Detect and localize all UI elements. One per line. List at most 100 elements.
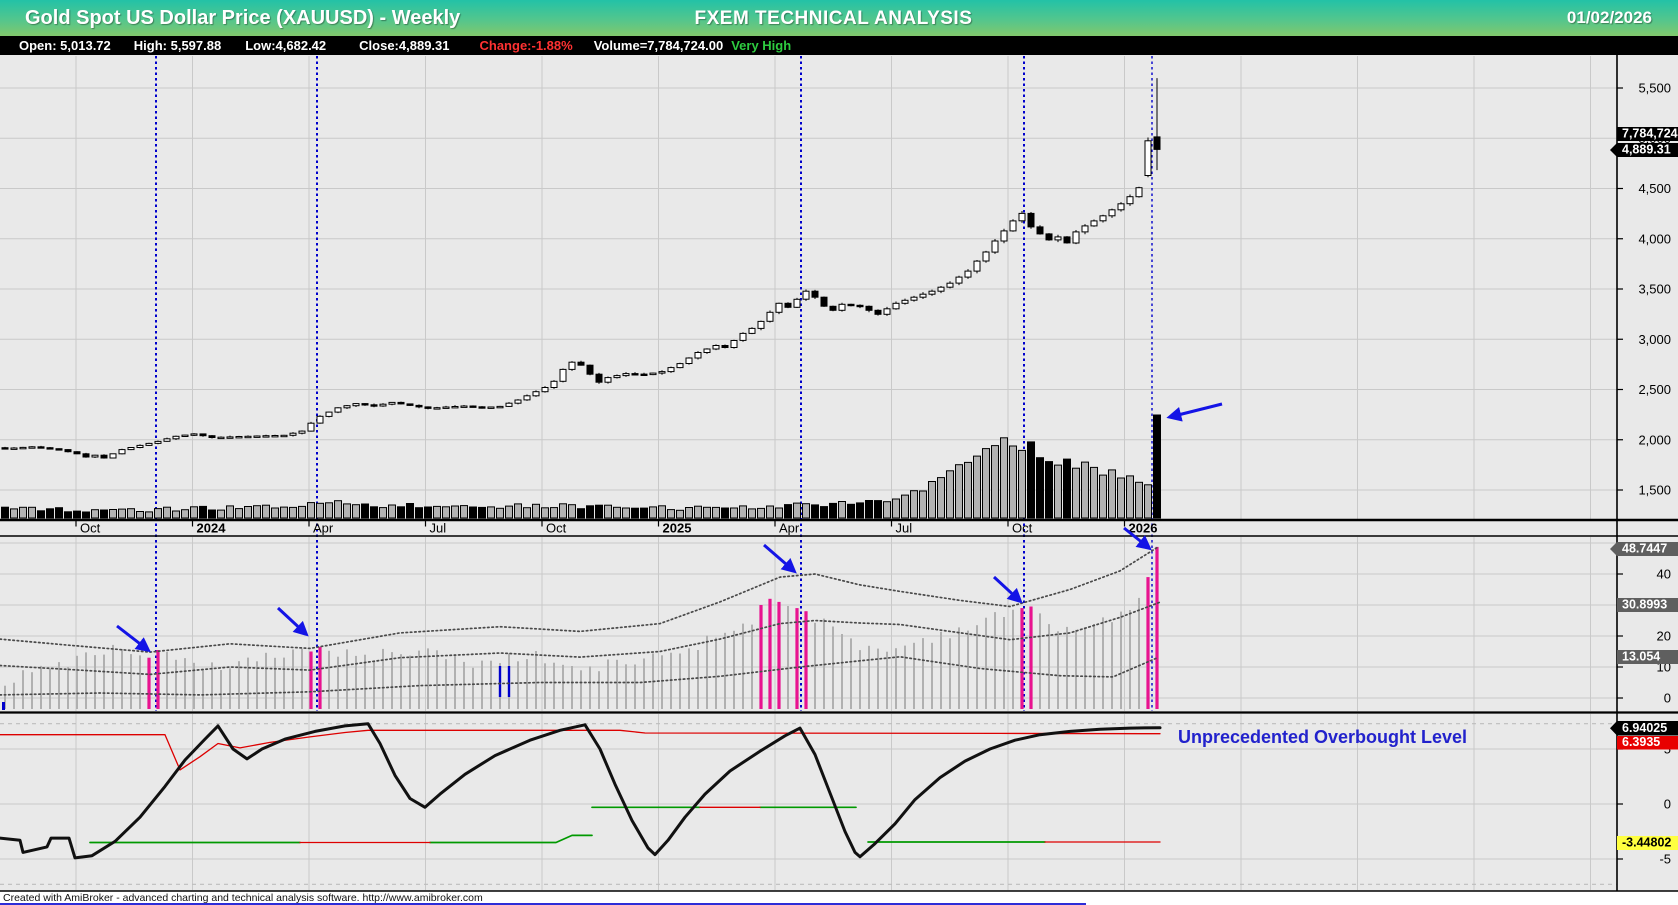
volume-bar <box>127 508 135 519</box>
volume-bar <box>847 503 855 519</box>
indicator-hist-bar <box>715 637 717 709</box>
osc-main-badge-bg <box>1617 721 1678 736</box>
indicator-hist-bar <box>958 627 960 709</box>
candlestick <box>415 404 423 408</box>
candlestick <box>478 406 486 409</box>
candlestick <box>739 332 747 341</box>
candlestick <box>730 340 738 348</box>
candlestick <box>901 299 909 304</box>
volume-bar <box>1027 441 1035 519</box>
volume-bar <box>496 507 504 519</box>
indicator-hist-bar <box>211 662 213 709</box>
horizontal-scrollbar[interactable] <box>0 903 1086 905</box>
indicator-hist-bar <box>301 648 303 709</box>
candlestick <box>487 406 495 409</box>
candlestick <box>820 296 828 307</box>
indicator-hist-bar <box>220 670 222 709</box>
candlestick <box>226 436 234 439</box>
osc-signal-badge: 6.3935 <box>1622 735 1660 749</box>
candlestick <box>334 407 342 413</box>
volume-bar <box>1153 414 1161 519</box>
candlestick <box>838 303 846 311</box>
indicator-hist-bar <box>229 668 231 709</box>
candlestick <box>685 357 693 364</box>
indicator-hist-bar <box>274 657 276 709</box>
x-axis-label: Jul <box>896 521 913 536</box>
indicator-hist-bar <box>1111 622 1113 709</box>
indicator-hist-bar <box>913 642 915 709</box>
candlestick <box>1027 212 1035 228</box>
volume-bar <box>928 481 936 519</box>
indicator-hist-bar <box>661 655 663 709</box>
candlestick <box>559 368 567 382</box>
volume-bar <box>217 509 225 519</box>
candlestick <box>964 270 972 278</box>
signal-pink-bar <box>1020 608 1024 709</box>
volume-bar <box>442 506 450 519</box>
indicator-hist-bar <box>751 624 753 709</box>
header-center-title: FXEM TECHNICAL ANALYSIS <box>694 8 973 29</box>
indicator-hist-bar <box>625 664 627 709</box>
volume-bar <box>262 504 270 519</box>
oscillator-line <box>0 722 1162 860</box>
volume-bar <box>505 505 513 519</box>
volume-bar <box>559 503 567 519</box>
band-lower-badge-bg <box>1617 650 1678 664</box>
indicator-hist-bar <box>571 666 573 709</box>
indicator-hist-bar <box>1066 626 1068 709</box>
volume-bar <box>604 504 612 519</box>
indicator-hist-bar <box>391 652 393 709</box>
volume-bar <box>145 511 153 519</box>
volume-bar <box>100 509 108 519</box>
candlestick <box>658 371 666 374</box>
volume-bar <box>109 509 117 519</box>
indicator-hist-bar <box>985 617 987 709</box>
x-axis-label: Apr <box>779 521 800 536</box>
volume-bar <box>919 490 927 519</box>
indicator-hist-bar <box>859 650 861 709</box>
candlestick <box>388 401 396 405</box>
candlestick <box>982 251 990 262</box>
candlestick <box>91 454 99 458</box>
candlestick <box>676 363 684 369</box>
volume-bar <box>532 503 540 519</box>
candlestick <box>532 391 540 397</box>
indicator-hist-bar <box>85 652 87 709</box>
volume-bar <box>1072 467 1080 519</box>
volume-bar <box>730 507 738 519</box>
volume-bar <box>892 498 900 519</box>
volume-badge: 7,784,724 <box>1622 127 1678 141</box>
candlestick <box>190 433 198 436</box>
overbought-annotation: Unprecedented Overbought Level <box>1178 727 1467 747</box>
candlestick <box>541 387 549 393</box>
candlestick <box>271 435 279 438</box>
candlestick <box>991 240 999 253</box>
indicator-hist-bar <box>733 630 735 709</box>
candlestick <box>667 367 675 373</box>
candlestick <box>883 308 891 315</box>
candlestick <box>244 435 252 439</box>
candlestick <box>1135 187 1143 198</box>
close-badge-bg <box>1617 143 1678 157</box>
volume-bar <box>361 503 369 519</box>
candlestick <box>775 302 783 313</box>
indicator-hist-bar <box>643 658 645 709</box>
volume-bar <box>1144 484 1152 519</box>
volume-bar <box>1063 458 1071 519</box>
volume-bar <box>478 506 486 519</box>
indicator-hist-bar <box>76 655 78 709</box>
volume-bar <box>883 501 891 519</box>
indicator-hist-bar <box>13 682 15 709</box>
indicator-hist-bar <box>355 655 357 709</box>
x-axis-label: Apr <box>313 521 334 536</box>
bottom-tick-label: -5 <box>1659 852 1671 867</box>
indicator-hist-bar <box>832 626 834 709</box>
candlestick <box>1063 236 1071 244</box>
indicator-hist-bar <box>634 664 636 709</box>
indicator-hist-bar <box>373 661 375 709</box>
volume-bar <box>676 509 684 519</box>
indicator-hist-bar <box>976 625 978 709</box>
candlestick <box>586 364 594 375</box>
signal-pink-bar <box>309 651 313 709</box>
volume-bar <box>937 477 945 519</box>
